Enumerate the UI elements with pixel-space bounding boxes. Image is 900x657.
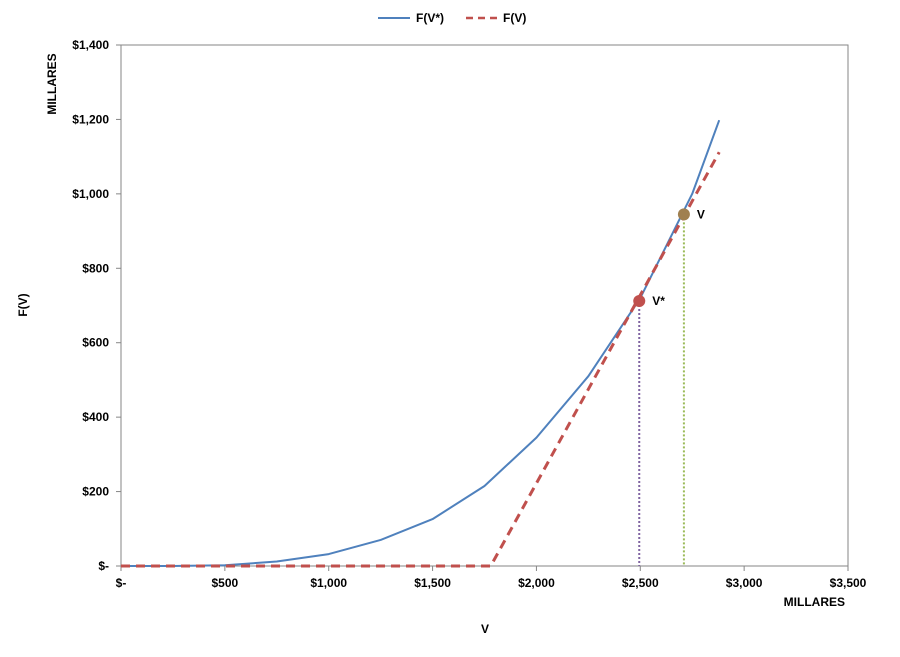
x-unit-label: MILLARES (784, 595, 845, 609)
y-unit-label: MILLARES (45, 53, 59, 114)
y-axis-title: F(V) (16, 293, 30, 316)
y-tick-label: $600 (82, 336, 109, 350)
y-tick-label: $400 (82, 410, 109, 424)
legend: F(V*) F(V) (378, 11, 526, 25)
legend-label-series-1: F(V*) (416, 11, 444, 25)
x-tick-label: $3,500 (830, 576, 867, 590)
point-label: V (697, 207, 705, 221)
x-tick-label: $1,500 (414, 576, 451, 590)
x-tick-label: $500 (212, 576, 239, 590)
y-tick-label: $- (98, 559, 109, 573)
x-tick-label: $3,000 (726, 576, 763, 590)
plot-area-frame (120, 44, 849, 567)
x-tick-label: $2,500 (622, 576, 659, 590)
point-label: V* (652, 294, 665, 308)
x-tick-label: $2,000 (518, 576, 555, 590)
point-marker (677, 208, 690, 221)
y-tick-label: $1,200 (72, 112, 109, 126)
series-line-1 (121, 119, 721, 567)
x-axis-title: V (481, 622, 489, 636)
series-layer (121, 119, 721, 568)
y-tick-label: $1,000 (72, 187, 109, 201)
x-tick-label: $1,000 (310, 576, 347, 590)
legend-label-series-2: F(V) (503, 11, 526, 25)
series-line-2 (121, 151, 721, 568)
point-marker (633, 295, 646, 308)
x-axis-ticks: $- $500 $1,000 $1,500 $2,000 $2,500 $3,000 $3,5… (116, 566, 867, 590)
marked-points: V* V (633, 207, 705, 308)
y-axis-ticks: $- $200 $400 $600 $800 $1,000 $1,200 $1,400 (72, 38, 121, 573)
y-tick-label: $800 (82, 261, 109, 275)
x-tick-label: $- (116, 576, 127, 590)
drop-lines (638, 214, 685, 566)
y-tick-label: $200 (82, 485, 109, 499)
y-tick-label: $1,400 (72, 38, 109, 52)
